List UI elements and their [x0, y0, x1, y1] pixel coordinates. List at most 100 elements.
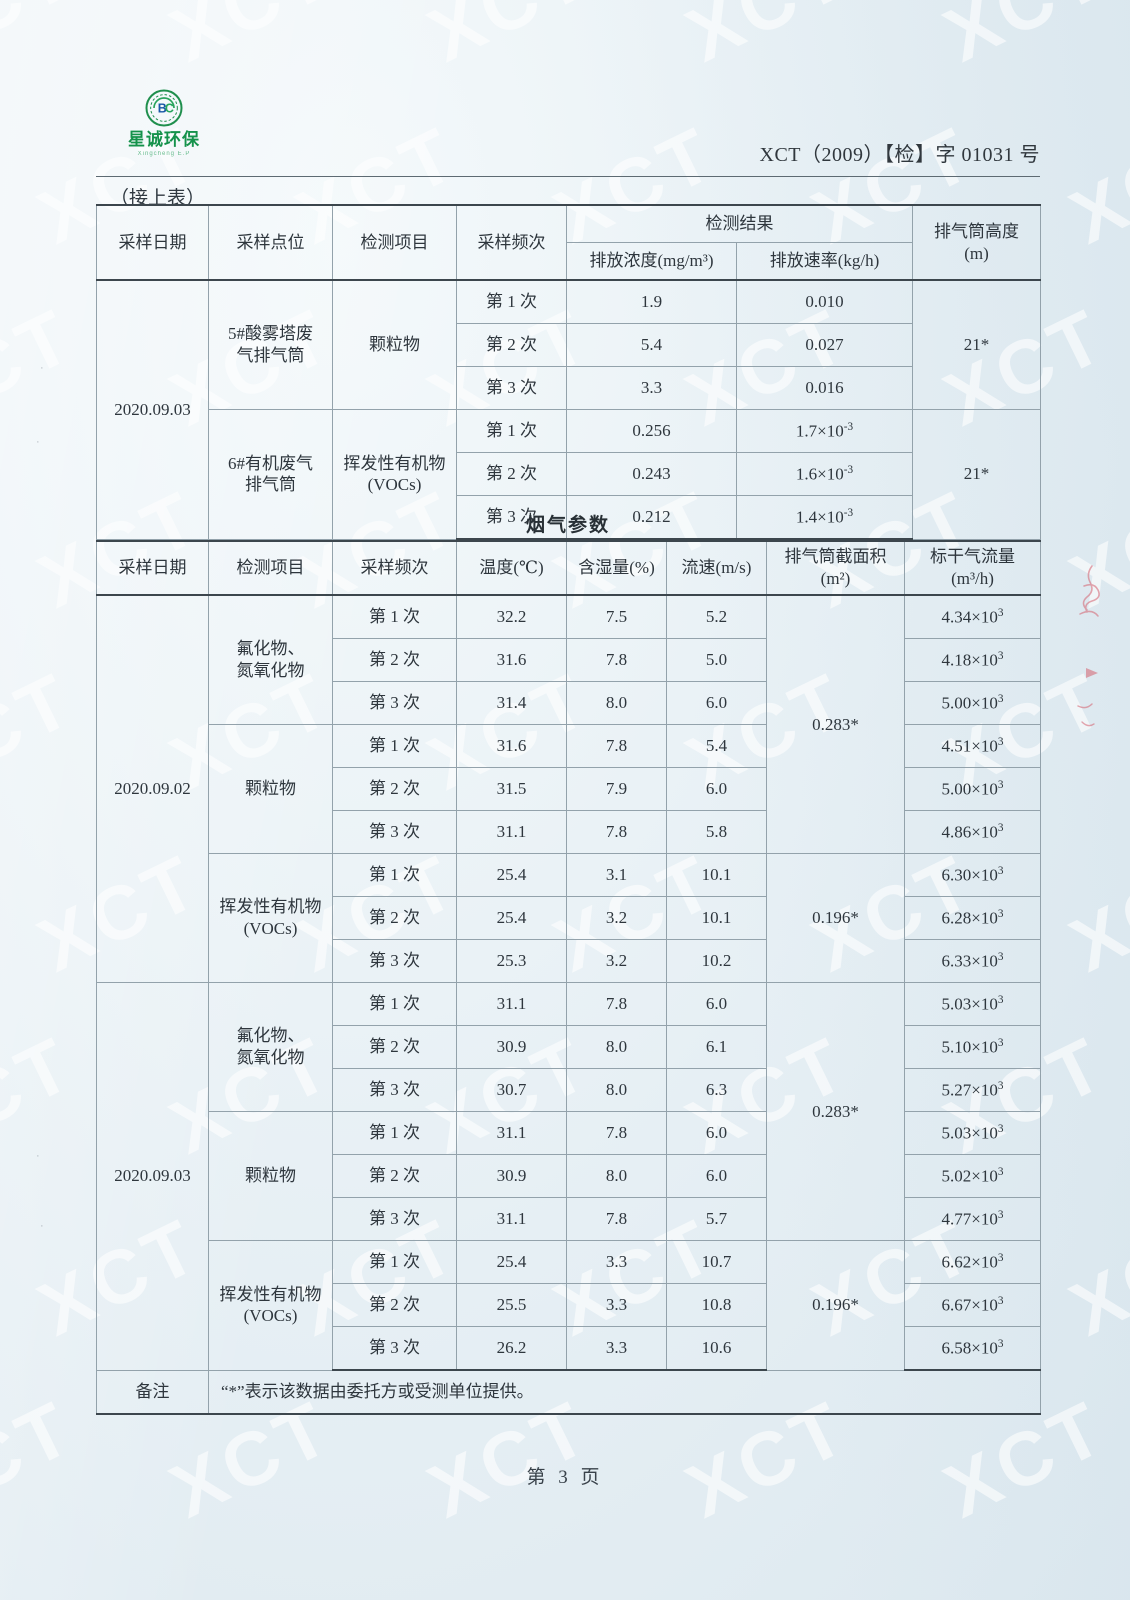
cell-velocity: 6.0	[666, 1111, 767, 1155]
flue-gas-caption: 烟气参数	[525, 515, 610, 536]
scan-artifact: ·	[36, 1150, 40, 1162]
flow-exponent: 3	[997, 821, 1004, 834]
cell-frequency: 第 1 次	[332, 982, 457, 1026]
table-row: 第 2 次 25.5 3.3 10.8 6.67×103	[97, 1283, 1041, 1327]
cell-humidity: 7.8	[566, 724, 667, 768]
cell-rate: 0.010	[736, 279, 913, 324]
cell-velocity: 10.1	[666, 853, 767, 897]
cell-dry-flow: 4.77×103	[904, 1197, 1041, 1241]
table-row: 2020.09.03 氟化物、 氮氧化物 第 1 次 31.1 7.8 6.0 …	[96, 982, 1041, 1371]
table-row: 2020.09.02 氟化物、 氮氧化物 第 1 次 32.2 7.5 5.2 …	[96, 594, 1041, 983]
cell-rate: 0.016	[736, 366, 913, 410]
cell-humidity: 7.8	[566, 810, 667, 854]
cell-velocity: 10.7	[666, 1240, 767, 1284]
cell-humidity: 7.8	[566, 1197, 667, 1241]
note-label: 备注	[96, 1369, 209, 1415]
cell-frequency: 第 3 次	[332, 1068, 457, 1112]
cell-velocity: 6.0	[666, 1154, 767, 1198]
cell-dry-flow: 6.62×103	[904, 1240, 1041, 1284]
th-dry-flow-line2: (m³/h)	[951, 569, 994, 588]
th-stack-height-line1: 排气筒高度	[934, 221, 1019, 241]
cell-dry-flow: 5.02×103	[904, 1154, 1041, 1198]
flow-exponent: 3	[997, 1251, 1004, 1264]
cell-humidity: 3.2	[566, 896, 667, 940]
cell-frequency: 第 3 次	[332, 1197, 457, 1241]
test-item-line2: 氮氧化物	[236, 661, 305, 680]
th-test-item: 检测项目	[208, 540, 333, 596]
cell-frequency: 第 1 次	[456, 409, 567, 453]
cell-dry-flow: 4.18×103	[904, 638, 1041, 682]
flow-exponent: 3	[997, 1079, 1004, 1092]
cell-rate: 1.4×10-3	[736, 495, 913, 540]
cell-temperature: 30.9	[456, 1154, 567, 1198]
cell-test-item: 挥发性有机物 (VOCs)	[332, 409, 457, 540]
cell-dry-flow: 6.28×103	[904, 896, 1041, 940]
flow-base: 6.33×10	[941, 951, 998, 971]
cell-concentration: 0.212	[566, 495, 737, 540]
table-row: 挥发性有机物 (VOCs) 第 1 次 25.4 3.1 10.1 0.196*…	[97, 853, 1041, 983]
flow-base: 5.03×10	[941, 1123, 998, 1143]
cell-sample-date: 2020.09.03	[96, 982, 209, 1371]
table1-header-row-2: 排放浓度(mg/m³) 排放速率(kg/h)	[97, 242, 1041, 281]
cell-humidity: 8.0	[566, 1025, 667, 1069]
cell-sample-point: 6#有机废气 排气筒	[208, 409, 333, 540]
cell-stack-area: 0.196*	[766, 1240, 905, 1371]
cell-rate: 1.6×10-3	[736, 452, 913, 496]
cell-concentration: 1.9	[566, 279, 737, 324]
cell-frequency: 第 1 次	[332, 724, 457, 768]
cell-test-item: 氟化物、 氮氧化物	[208, 982, 333, 1112]
flow-base: 5.10×10	[941, 1037, 998, 1057]
cell-velocity: 5.4	[666, 724, 767, 768]
cell-velocity: 10.1	[666, 896, 767, 940]
flow-exponent: 3	[997, 1165, 1004, 1178]
cell-concentration: 0.243	[566, 452, 737, 496]
cell-dry-flow: 4.86×103	[904, 810, 1041, 854]
test-item-line2: (VOCs)	[367, 475, 422, 495]
table-row: 第 2 次 30.9 8.0 6.1 5.10×103	[97, 1025, 1041, 1069]
table-row: 第 3 次 25.3 3.2 10.2 6.33×103	[97, 939, 1041, 983]
cell-frequency: 第 1 次	[332, 1111, 457, 1155]
th-dry-flow-line1: 标干气流量	[930, 547, 1015, 567]
flow-exponent: 3	[997, 692, 1004, 705]
company-name: 星诚环保	[128, 130, 200, 149]
cell-velocity: 5.8	[666, 810, 767, 854]
header-divider	[96, 176, 1040, 177]
cell-concentration: 5.4	[566, 323, 737, 367]
note-text: “*”表示该数据由委托方或受测单位提供。	[208, 1369, 1041, 1415]
test-item-line1: 挥发性有机物	[219, 1284, 322, 1304]
cell-test-item: 挥发性有机物 (VOCs)	[208, 1240, 333, 1371]
flow-base: 5.27×10	[941, 1080, 998, 1100]
flow-exponent: 3	[997, 778, 1004, 791]
cell-velocity: 10.6	[666, 1326, 767, 1371]
cell-temperature: 31.6	[456, 724, 567, 768]
flow-exponent: 3	[997, 606, 1004, 619]
th-stack-height-line2: (m)	[964, 243, 989, 263]
cell-temperature: 31.4	[456, 681, 567, 725]
cell-dry-flow: 5.10×103	[904, 1025, 1041, 1069]
cell-velocity: 6.0	[666, 982, 767, 1026]
cell-sample-point: 5#酸雾塔废 气排气筒	[208, 279, 333, 410]
cell-frequency: 第 2 次	[456, 323, 567, 367]
cell-velocity: 6.0	[666, 767, 767, 811]
cell-temperature: 31.1	[456, 810, 567, 854]
flow-exponent: 3	[997, 649, 1004, 662]
cell-velocity: 10.8	[666, 1283, 767, 1327]
report-number: XCT（2009）【检】字 01031 号	[759, 144, 1040, 166]
table-row: 第 3 次 31.1 7.8 5.7 4.77×103	[97, 1197, 1041, 1241]
flow-exponent: 3	[997, 1036, 1004, 1049]
flow-base: 4.34×10	[941, 607, 998, 627]
flow-base: 5.03×10	[941, 994, 998, 1014]
th-results-group: 检测结果	[566, 204, 913, 243]
cell-frequency: 第 3 次	[456, 366, 567, 410]
table-row: 第 2 次 31.5 7.9 6.0 5.00×103	[97, 767, 1041, 811]
cell-dry-flow: 4.51×103	[904, 724, 1041, 768]
cell-stack-area: 0.196*	[766, 853, 905, 983]
cell-humidity: 8.0	[566, 681, 667, 725]
flow-base: 6.62×10	[941, 1252, 998, 1272]
cell-stack-area: 0.283*	[766, 982, 905, 1241]
cell-velocity: 6.3	[666, 1068, 767, 1112]
cell-concentration: 3.3	[566, 366, 737, 410]
cell-sample-date: 2020.09.03	[96, 279, 209, 540]
th-test-item: 检测项目	[332, 204, 457, 281]
flow-exponent: 3	[997, 1294, 1004, 1307]
